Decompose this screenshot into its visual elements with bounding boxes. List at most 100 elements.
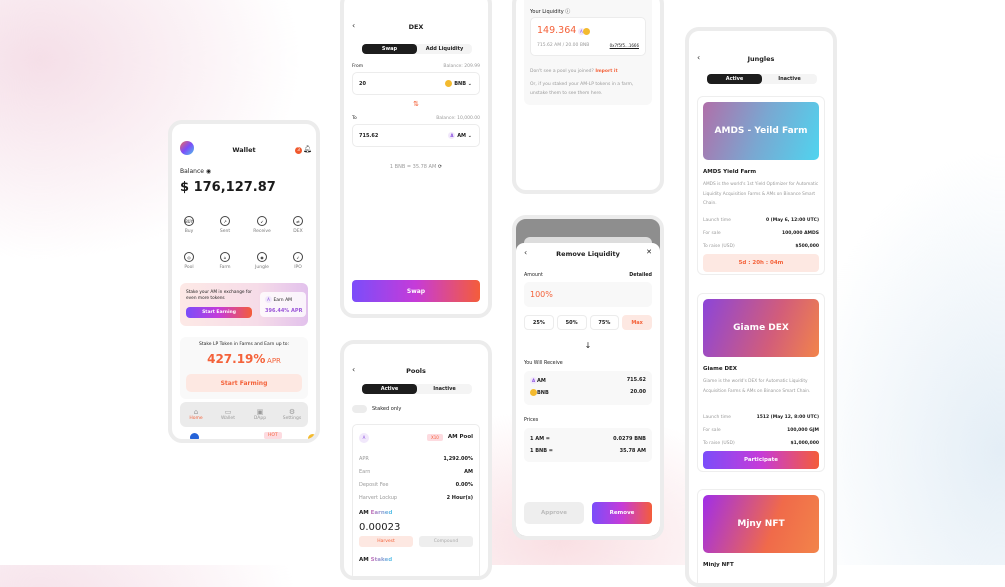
action-dex[interactable]: DEX <box>293 229 303 234</box>
jungle-stat-label: For sale <box>703 231 721 236</box>
jungle-icon[interactable]: ◉ <box>257 252 267 262</box>
am-logo-icon: A <box>265 296 272 303</box>
compound-button[interactable]: Compound <box>419 536 473 547</box>
approve-button[interactable]: Approve <box>524 502 584 524</box>
amount-field[interactable]: 100% <box>524 282 652 307</box>
tab-inactive[interactable]: Inactive <box>433 386 456 392</box>
import-link[interactable]: Import it <box>595 69 618 74</box>
to-token-select[interactable]: A AM ⌄ <box>448 132 472 139</box>
start-farming-button[interactable]: Start Farming <box>186 374 302 392</box>
jungle-banner[interactable]: Giame DEX <box>703 299 819 357</box>
price-value: 0.0279 BNB <box>613 436 646 442</box>
jungle-card <box>697 96 825 275</box>
action-pool[interactable]: Pool <box>184 265 194 270</box>
swap-button[interactable]: Swap <box>352 280 480 302</box>
liquidity-panel: Your Liquidity ⓘ 149.364 A 715.62 AM / 2… <box>524 0 652 105</box>
prices-label: Prices <box>524 418 539 423</box>
jungle-stat-value: $1,000,000 <box>790 441 819 446</box>
liquidity-title-text: Your Liquidity <box>530 9 564 15</box>
back-button[interactable]: ‹ <box>352 365 356 374</box>
swap-direction-icon[interactable]: ⇅ <box>413 100 419 108</box>
action-receive[interactable]: Receive <box>253 229 271 234</box>
nav-dapp[interactable]: ▣ DApp <box>244 408 276 421</box>
sent-icon[interactable]: ↗ <box>220 216 230 226</box>
prices-box: 1 AM = 0.0279 BNB 1 BNB = 35.78 AM <box>524 428 652 462</box>
action-jungle[interactable]: Jungle <box>255 265 269 270</box>
nav-home[interactable]: ⌂ Home <box>180 408 212 421</box>
pool-stat-label: Earn <box>359 469 371 475</box>
avatar[interactable] <box>180 141 194 155</box>
participate-button[interactable]: Participate <box>703 451 819 469</box>
eye-icon[interactable]: ◉ <box>205 168 212 175</box>
promo-text: Stake your AM in exchange for even more … <box>186 290 252 301</box>
wallet-screen: Wallet 3 🔔︎ Balance ◉ $ 176,127.87 BUY Bu… <box>168 120 320 443</box>
jungle-banner[interactable]: Mjny NFT <box>703 495 819 553</box>
nav-dapp-label: DApp <box>253 416 267 421</box>
price-label: 1 AM = <box>530 436 550 442</box>
back-button[interactable]: ‹ <box>352 21 356 30</box>
tab-inactive[interactable]: Inactive <box>778 76 801 82</box>
from-token-select[interactable]: BNB ⌄ <box>445 80 472 87</box>
page-title: Wallet <box>232 146 256 154</box>
nav-wallet[interactable]: ▭ Wallet <box>212 408 244 421</box>
liquidity-pair: 715.62 AM / 20.00 BNB <box>537 43 590 48</box>
tab-add-liquidity[interactable]: Add Liquidity <box>425 46 464 52</box>
action-ipo[interactable]: IPO <box>294 265 302 270</box>
chevron-down-icon: ⌄ <box>467 133 472 139</box>
action-farm[interactable]: Farm <box>219 265 231 270</box>
action-sent[interactable]: Sent <box>219 229 231 234</box>
buy-icon[interactable]: BUY <box>184 216 194 226</box>
refresh-icon[interactable]: ⟳ <box>437 164 443 170</box>
start-earning-button[interactable]: Start Earning <box>186 307 252 318</box>
pool-tabs: Active Inactive <box>362 384 472 394</box>
missing-pool-text: Don't see a pool you joined? Import it <box>530 69 618 74</box>
arrow-down-icon: ↓ <box>584 341 592 350</box>
to-label: To <box>352 116 357 121</box>
help-icon[interactable]: ⓘ <box>565 9 571 15</box>
to-input[interactable]: 715.62 A AM ⌄ <box>352 124 480 147</box>
pool-address-link[interactable]: 0x7f5f5...1666 <box>609 43 639 48</box>
page-title: DEX <box>408 23 424 31</box>
farm-icon[interactable]: ⌂ <box>220 252 230 262</box>
bottom-nav: ⌂ Home ▭ Wallet ▣ DApp ⚙ Settings <box>180 402 308 427</box>
staked-only-toggle[interactable] <box>352 405 367 413</box>
earned-heading: AM Earned <box>359 510 392 516</box>
detailed-toggle[interactable]: Detailed <box>629 273 652 278</box>
missing-text: Don't see a pool you joined? <box>530 69 594 74</box>
back-button[interactable]: ‹ <box>697 53 701 62</box>
pool-stat-row: Harvert Lockup 2 Hour(s) <box>359 495 473 501</box>
liquidity-position[interactable]: 149.364 A 715.62 AM / 20.00 BNB 0x7f5f5.… <box>530 17 646 56</box>
balance-label-text: Balance <box>180 168 204 175</box>
token-logo-icon <box>190 433 199 439</box>
pool-stat-value: 1,292.00% <box>443 456 473 462</box>
jungle-stat-row: Launch time 0 (May 6, 12:00 UTC) <box>703 218 819 223</box>
pool-stat-value: 2 Hour(s) <box>446 495 473 501</box>
action-buy[interactable]: Buy <box>184 229 194 234</box>
nav-settings-label: Settings <box>282 416 302 421</box>
jungle-description: Giame is the world's DEX for Automatic L… <box>703 379 811 394</box>
farm-card: Stake LP Token in Farms and Earn up to: … <box>180 337 308 399</box>
from-input[interactable]: 20 BNB ⌄ <box>352 72 480 95</box>
tab-swap[interactable]: Swap <box>362 44 417 54</box>
close-icon[interactable]: ✕ <box>646 248 652 256</box>
from-balance: Balance: 209.99 <box>443 64 480 69</box>
nav-wallet-label: Wallet <box>221 416 235 421</box>
percent-75[interactable]: 75% <box>589 315 620 330</box>
tab-active[interactable]: Active <box>362 384 417 394</box>
percent-Max[interactable]: Max <box>622 315 652 330</box>
nav-settings[interactable]: ⚙ Settings <box>276 408 308 421</box>
receive-label: You Will Receive <box>524 361 563 366</box>
jungle-banner[interactable]: AMDS - Yeild Farm <box>703 102 819 160</box>
dex-icon[interactable]: ⇄ <box>293 216 303 226</box>
jungle-stat-value: 100,000 GJM <box>787 428 819 433</box>
percent-50[interactable]: 50% <box>556 315 587 330</box>
back-button[interactable]: ‹ <box>524 248 528 257</box>
bell-icon[interactable]: 🔔︎ <box>303 145 312 153</box>
remove-button[interactable]: Remove <box>592 502 652 524</box>
pool-icon[interactable]: ◎ <box>184 252 194 262</box>
receive-icon[interactable]: ↙ <box>257 216 267 226</box>
harvest-button[interactable]: Harvest <box>359 536 413 547</box>
percent-25[interactable]: 25% <box>524 315 554 330</box>
ipo-icon[interactable]: ➶ <box>293 252 303 262</box>
tab-active[interactable]: Active <box>707 74 762 84</box>
